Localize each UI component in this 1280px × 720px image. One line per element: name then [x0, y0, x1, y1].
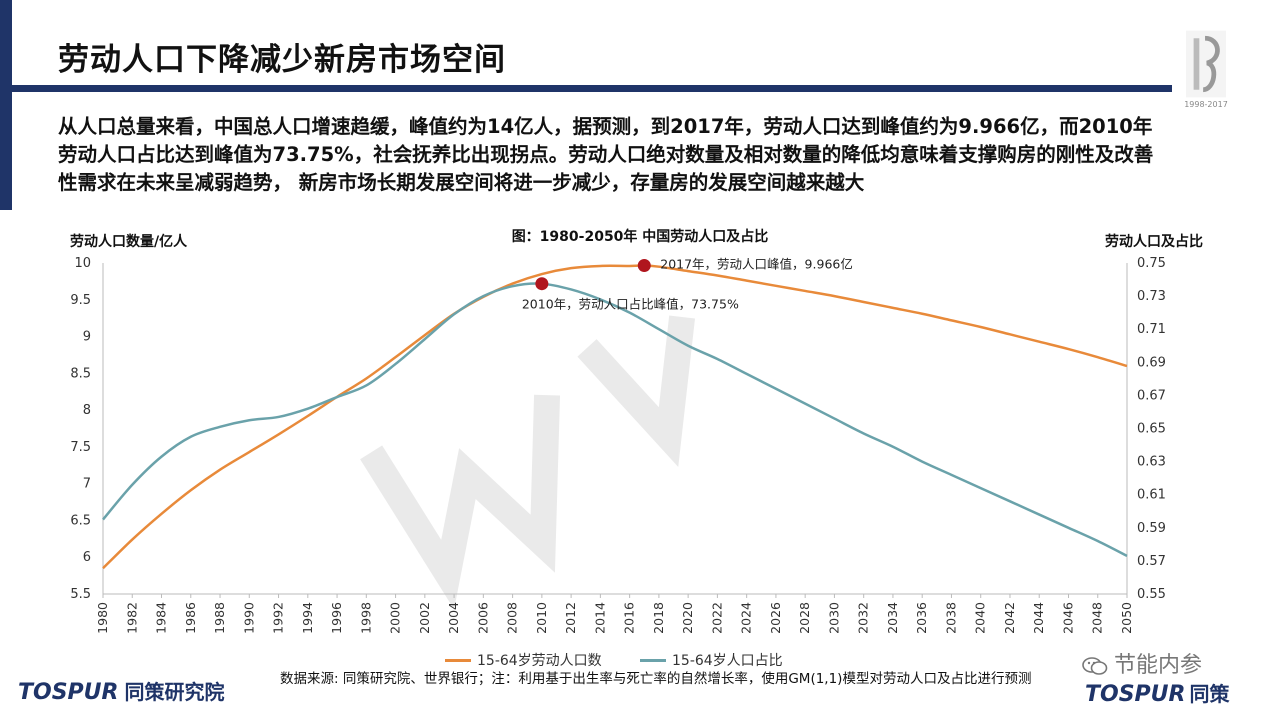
x-tick-label: 2038: [943, 602, 958, 634]
x-tick-label: 2024: [739, 602, 754, 634]
annotation-labor-ratio-peak: 2010年，劳动人口占比峰值，73.75%: [522, 297, 739, 312]
chart-title: 图：1980-2050年 中国劳动人口及占比: [511, 229, 769, 245]
y-tick-label-left: 5.5: [70, 587, 91, 602]
badge-years: 1998-2017: [1184, 100, 1228, 109]
x-tick-label: 2018: [651, 602, 666, 634]
left-accent-bar: [0, 0, 12, 210]
x-tick-label: 2046: [1060, 602, 1075, 634]
x-tick-label: 2028: [797, 602, 812, 634]
x-tick-label: 2014: [592, 602, 607, 634]
x-tick-label: 2050: [1119, 602, 1134, 634]
x-tick-label: 2006: [475, 602, 490, 634]
legend-swatch-teal: [640, 659, 666, 662]
x-tick-label: 2034: [885, 602, 900, 634]
y-tick-label-right: 0.73: [1137, 289, 1166, 304]
y-tick-label-left: 6.5: [70, 513, 91, 528]
tospur-logo-left: TOSPUR 同策研究院: [18, 676, 224, 705]
peak-marker-labor-ratio: [535, 277, 549, 291]
y-tick-label-left: 10: [74, 256, 91, 271]
x-tick-label: 1990: [241, 602, 256, 634]
y-tick-label-left: 8.5: [70, 366, 91, 381]
legend-swatch-orange: [445, 659, 471, 662]
series-line-labor-count: [102, 264, 1128, 570]
x-tick-label: 1980: [95, 602, 110, 634]
logo-text-cn: 同策研究院: [124, 680, 225, 704]
x-tick-label: 2004: [446, 602, 461, 634]
logo-text-cn: 同策: [1189, 682, 1230, 706]
y-tick-label-left: 9: [83, 330, 91, 345]
tospur-logo-right: TOSPUR 同策: [1085, 678, 1229, 707]
wechat-account: 节能内参: [1082, 647, 1202, 679]
logo-text-en: TOSPUR: [18, 680, 119, 705]
x-tick-label: 2036: [914, 602, 929, 634]
y-tick-label-right: 0.69: [1137, 355, 1166, 370]
y-tick-label-right: 0.63: [1137, 455, 1166, 470]
x-tick-label: 2044: [1031, 602, 1046, 634]
x-tick-label: 2002: [417, 602, 432, 634]
x-tick-label: 2000: [388, 602, 403, 634]
watermark-logo: [360, 315, 696, 610]
title-underline: [12, 85, 1172, 92]
y-tick-label-right: 0.59: [1137, 521, 1166, 536]
x-tick-label: 2022: [709, 602, 724, 634]
x-tick-label: 2048: [1090, 602, 1105, 634]
x-tick-label: 2008: [505, 602, 520, 634]
y-tick-label-right: 0.71: [1137, 322, 1166, 337]
x-tick-label: 1982: [124, 602, 139, 634]
legend-label: 15-64岁人口占比: [672, 653, 783, 669]
logo-text-en: TOSPUR: [1085, 682, 1186, 707]
y-tick-label-right: 0.65: [1137, 422, 1166, 437]
y-tick-label-right: 0.67: [1137, 388, 1166, 403]
x-tick-label: 2020: [680, 602, 695, 634]
y-tick-label-left: 9.5: [70, 293, 91, 308]
anniversary-badge-icon: [1186, 30, 1226, 98]
x-tick-label: 2042: [1002, 602, 1017, 634]
x-tick-label: 1986: [183, 602, 198, 634]
y-tick-label-right: 0.75: [1137, 256, 1166, 271]
y-tick-label-left: 8: [83, 403, 91, 418]
y-tick-label-left: 6: [83, 550, 91, 565]
x-tick-label: 1996: [329, 602, 344, 634]
page-title: 劳动人口下降减少新房市场空间: [58, 42, 506, 78]
y-tick-label-right: 0.55: [1137, 587, 1166, 602]
x-tick-label: 1998: [358, 602, 373, 634]
x-tick-label: 2016: [622, 602, 637, 634]
x-tick-label: 1988: [212, 602, 227, 634]
intro-paragraph: 从人口总量来看，中国总人口增速趋缓，峰值约为14亿人，据预测，到2017年，劳动…: [58, 115, 1154, 194]
x-tick-label: 2012: [563, 602, 578, 634]
annotation-labor-count-peak: 2017年，劳动人口峰值，9.966亿: [660, 257, 853, 272]
x-tick-label: 2040: [973, 602, 988, 634]
y-tick-label-left: 7: [83, 477, 91, 492]
data-source-note: 数据来源: 同策研究院、世界银行；注：利用基于出生率与死亡率的自然增长率，使用G…: [280, 671, 1032, 687]
y-axis-title-left: 劳动人口数量/亿人: [70, 234, 188, 250]
wechat-icon: [1082, 657, 1108, 675]
x-tick-label: 2030: [826, 602, 841, 634]
y-axis-title-right: 劳动人口及占比: [1105, 234, 1203, 250]
y-tick-label-right: 0.61: [1137, 488, 1166, 503]
y-tick-label-left: 7.5: [70, 440, 91, 455]
x-tick-label: 1984: [154, 602, 169, 634]
wechat-label: 节能内参: [1114, 653, 1203, 678]
peak-marker-labor-count: [637, 259, 651, 273]
x-tick-label: 2010: [534, 602, 549, 634]
y-tick-label-right: 0.57: [1137, 554, 1166, 569]
legend-label: 15-64岁劳动人口数: [477, 653, 602, 669]
x-tick-label: 1992: [271, 602, 286, 634]
series-line-labor-ratio: [102, 282, 1128, 558]
x-tick-label: 1994: [300, 602, 315, 634]
x-tick-label: 2032: [856, 602, 871, 634]
x-tick-label: 2026: [768, 602, 783, 634]
